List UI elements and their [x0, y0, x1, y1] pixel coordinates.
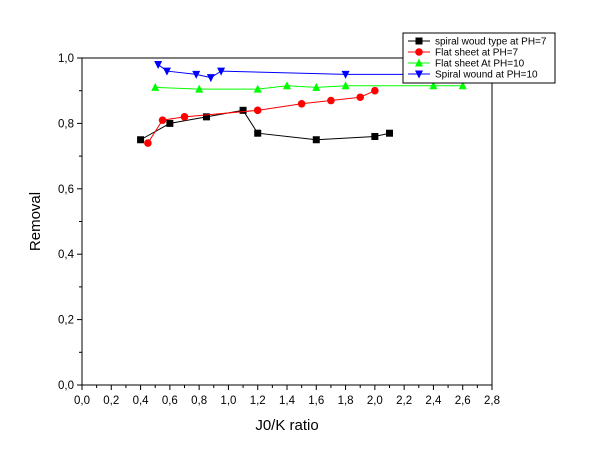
y-tick-label: 0,6 [58, 184, 74, 196]
x-tick-label: 0,4 [133, 395, 150, 407]
x-tick-label: 0,6 [162, 395, 178, 407]
data-point [206, 74, 215, 83]
series-4 [154, 61, 438, 83]
x-tick-label: 2,2 [396, 395, 412, 407]
data-point [217, 67, 226, 76]
y-tick-label: 0,0 [58, 380, 74, 392]
data-point [162, 67, 171, 76]
series-line [155, 85, 463, 90]
legend-label: spiral woud type at PH=7 [435, 37, 547, 48]
x-tick-label: 0,2 [103, 395, 119, 407]
data-point [312, 82, 321, 91]
x-tick-label: 0,0 [74, 395, 90, 407]
y-tick-label: 0,2 [58, 315, 74, 327]
data-point [195, 84, 204, 93]
y-tick-label: 0,8 [58, 118, 74, 130]
data-point [180, 113, 189, 121]
y-tick-label: 0,4 [58, 249, 75, 261]
x-tick-label: 1,6 [308, 395, 324, 407]
data-point [137, 136, 145, 144]
x-tick-label: 2,0 [367, 395, 383, 407]
legend-label: Flat sheet At PH=10 [435, 59, 525, 70]
data-point [429, 81, 438, 90]
data-point [386, 129, 393, 137]
legend-label: Flat sheet at PH=7 [435, 48, 519, 59]
x-tick-label: 1,2 [250, 395, 266, 407]
series-2 [144, 86, 379, 147]
data-point [144, 139, 152, 147]
x-tick-label: 2,6 [455, 395, 471, 407]
legend-item: spiral woud type at PH=7 [408, 37, 547, 48]
data-point [239, 106, 247, 114]
data-point [254, 129, 262, 137]
plot-frame [81, 57, 493, 386]
series-line [140, 109, 390, 141]
x-tick-label: 2,8 [484, 395, 500, 407]
data-point [151, 82, 160, 91]
x-axis-title: J0/K ratio [255, 417, 318, 434]
data-point [341, 70, 350, 79]
data-point [192, 70, 201, 79]
axes [81, 57, 493, 386]
x-tick-label: 0,8 [191, 395, 207, 407]
data-point [283, 81, 291, 90]
data-point [371, 86, 379, 95]
series-1 [137, 106, 393, 144]
legend-marker [415, 70, 423, 79]
series-3 [151, 81, 467, 93]
data-point [154, 61, 163, 70]
tick-marks: 0,0 0,2 0,4 0,6 0,8 1,0 1,2 1,4 1,6 1,8 2,0 2,2 2,4 2… [58, 53, 500, 407]
data-point [341, 81, 350, 90]
x-tick-label: 1,8 [338, 395, 354, 407]
data-point [158, 116, 167, 124]
data-point [356, 93, 365, 102]
data-point [371, 132, 379, 140]
data-point [253, 106, 262, 115]
data-point [458, 81, 467, 90]
legend-label: Spiral wound at PH=10 [435, 70, 538, 81]
x-tick-label: 2,4 [425, 395, 442, 407]
data-point [327, 96, 335, 105]
legend-marker [415, 48, 423, 56]
y-tick-label: 1,0 [58, 53, 74, 65]
legend-marker [415, 37, 423, 45]
legend-item: Flat sheet at PH=7 [408, 48, 519, 59]
legend-marker [415, 58, 423, 67]
data-point [253, 84, 262, 93]
legend-item: Flat sheet At PH=10 [408, 58, 525, 70]
data-point [312, 136, 320, 144]
x-tick-label: 1,4 [279, 395, 296, 407]
data-point [202, 113, 210, 121]
legend-item: Spiral wound at PH=10 [408, 70, 538, 81]
data-point [166, 119, 174, 127]
y-axis-title: Removal [27, 192, 44, 251]
x-tick-label: 1,0 [220, 395, 236, 407]
data-point [297, 99, 306, 108]
